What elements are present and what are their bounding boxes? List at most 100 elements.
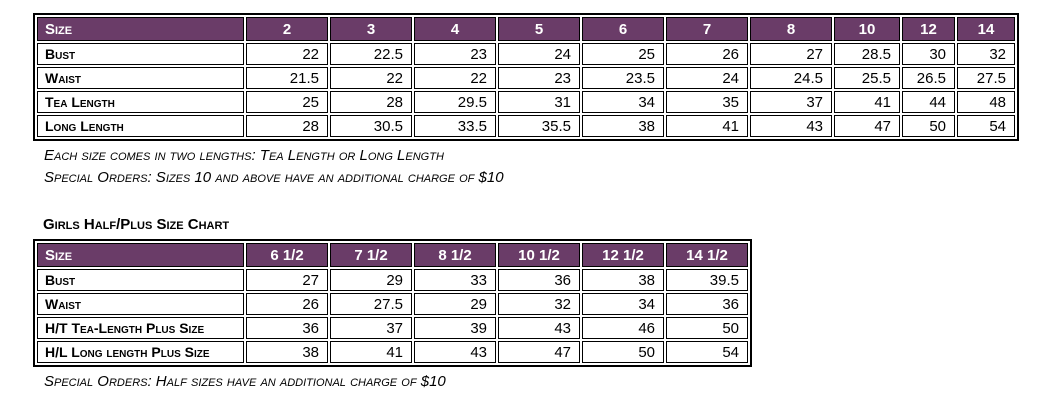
measurement-value: 22	[246, 43, 328, 65]
measurement-value: 38	[246, 341, 328, 363]
row-label: Long Length	[37, 115, 244, 137]
measurement-value: 54	[957, 115, 1015, 137]
measurement-value: 36	[666, 293, 748, 315]
size-chart-page: Size 2 3 4 5 6 7 8 10 12 14 Bust 22 22.5 23 24 25 26 27 28…	[33, 13, 1052, 393]
measurement-value: 32	[957, 43, 1015, 65]
table-row: Long Length 28 30.5 33.5 35.5 38 41 43 47 50 54	[37, 115, 1015, 137]
measurement-value: 30.5	[330, 115, 412, 137]
table-row: H/L Long length Plus Size 38 41 43 47 50 54	[37, 341, 748, 363]
measurement-value: 25	[246, 91, 328, 113]
table-row: Waist 21.5 22 22 23 23.5 24 24.5 25.5 26.5 27.5	[37, 67, 1015, 89]
measurement-value: 37	[750, 91, 832, 113]
girls-half-plus-size-table-header-row: Size 6 1/2 7 1/2 8 1/2 10 1/2 12 1/2 14 1/2	[37, 243, 748, 267]
measurement-value: 23	[498, 67, 580, 89]
measurement-value: 23	[414, 43, 496, 65]
size-column-header: 10 1/2	[498, 243, 580, 267]
size-column-header: 6	[582, 17, 664, 41]
row-label: Bust	[37, 269, 244, 291]
measurement-value: 33	[414, 269, 496, 291]
size-column-header: 14	[957, 17, 1015, 41]
measurement-value: 27.5	[330, 293, 412, 315]
row-label: Waist	[37, 67, 244, 89]
measurement-value: 35	[666, 91, 748, 113]
size-column-header: 3	[330, 17, 412, 41]
measurement-value: 25.5	[834, 67, 900, 89]
measurement-value: 54	[666, 341, 748, 363]
note-special-orders-half-sizes: Special Orders: Half sizes have an addit…	[44, 373, 446, 390]
measurement-value: 26	[246, 293, 328, 315]
row-label: Tea Length	[37, 91, 244, 113]
measurement-value: 41	[330, 341, 412, 363]
table-row: Tea Length 25 28 29.5 31 34 35 37 41 44 48	[37, 91, 1015, 113]
measurement-value: 22	[414, 67, 496, 89]
measurement-value: 28	[330, 91, 412, 113]
measurement-value: 34	[582, 91, 664, 113]
size-column-header: 8 1/2	[414, 243, 496, 267]
measurement-value: 47	[834, 115, 900, 137]
row-label: H/T Tea-Length Plus Size	[37, 317, 244, 339]
measurement-value: 46	[582, 317, 664, 339]
table-row: Bust 22 22.5 23 24 25 26 27 28.5 30 32	[37, 43, 1015, 65]
measurement-value: 50	[666, 317, 748, 339]
measurement-value: 38	[582, 269, 664, 291]
girls-size-table: Size 2 3 4 5 6 7 8 10 12 14 Bust 22 22.5 23 24 25 26 27 28…	[33, 13, 1019, 141]
measurement-value: 24	[498, 43, 580, 65]
measurement-value: 34	[582, 293, 664, 315]
size-column-header: 7	[666, 17, 748, 41]
measurement-value: 28	[246, 115, 328, 137]
measurement-value: 23.5	[582, 67, 664, 89]
measurement-value: 31	[498, 91, 580, 113]
measurement-value: 29.5	[414, 91, 496, 113]
measurement-value: 43	[414, 341, 496, 363]
row-label: Bust	[37, 43, 244, 65]
measurement-value: 37	[330, 317, 412, 339]
measurement-value: 21.5	[246, 67, 328, 89]
measurement-value: 39.5	[666, 269, 748, 291]
girls-size-table-body: Bust 22 22.5 23 24 25 26 27 28.5 30 32 Waist 21.5 22 2…	[37, 43, 1015, 137]
measurement-value: 22.5	[330, 43, 412, 65]
measurement-value: 50	[582, 341, 664, 363]
measurement-value: 41	[834, 91, 900, 113]
measurement-value: 50	[902, 115, 955, 137]
size-column-header: 6 1/2	[246, 243, 328, 267]
size-column-header: 2	[246, 17, 328, 41]
measurement-value: 39	[414, 317, 496, 339]
measurement-value: 43	[498, 317, 580, 339]
measurement-value: 29	[414, 293, 496, 315]
measurement-value: 43	[750, 115, 832, 137]
table-row: Waist 26 27.5 29 32 34 36	[37, 293, 748, 315]
half-plus-size-table-notes: Special Orders: Half sizes have an addit…	[44, 371, 1052, 393]
measurement-value: 22	[330, 67, 412, 89]
table-row: H/T Tea-Length Plus Size 36 37 39 43 46 50	[37, 317, 748, 339]
size-column-header: 4	[414, 17, 496, 41]
girls-half-plus-size-table-body: Bust 27 29 33 36 38 39.5 Waist 26 27.5 29 32 34 36 H/T…	[37, 269, 748, 363]
measurement-value: 36	[246, 317, 328, 339]
measurement-value: 29	[330, 269, 412, 291]
size-row-header: Size	[37, 243, 244, 267]
measurement-value: 32	[498, 293, 580, 315]
measurement-value: 44	[902, 91, 955, 113]
measurement-value: 26	[666, 43, 748, 65]
row-label: H/L Long length Plus Size	[37, 341, 244, 363]
measurement-value: 27	[750, 43, 832, 65]
measurement-value: 35.5	[498, 115, 580, 137]
measurement-value: 36	[498, 269, 580, 291]
measurement-value: 24	[666, 67, 748, 89]
measurement-value: 27.5	[957, 67, 1015, 89]
girls-size-table-notes: Each size comes in two lengths: Tea Leng…	[44, 145, 1052, 189]
measurement-value: 38	[582, 115, 664, 137]
measurement-value: 30	[902, 43, 955, 65]
girls-size-table-header-row: Size 2 3 4 5 6 7 8 10 12 14	[37, 17, 1015, 41]
size-row-header: Size	[37, 17, 244, 41]
size-column-header: 12	[902, 17, 955, 41]
measurement-value: 41	[666, 115, 748, 137]
measurement-value: 28.5	[834, 43, 900, 65]
measurement-value: 47	[498, 341, 580, 363]
size-column-header: 5	[498, 17, 580, 41]
size-column-header: 10	[834, 17, 900, 41]
size-column-header: 12 1/2	[582, 243, 664, 267]
girls-half-plus-size-table: Size 6 1/2 7 1/2 8 1/2 10 1/2 12 1/2 14 1/2 Bu…	[33, 239, 752, 367]
size-column-header: 14 1/2	[666, 243, 748, 267]
half-plus-size-chart-title: Girls Half/Plus Size Chart	[43, 216, 230, 233]
measurement-value: 24.5	[750, 67, 832, 89]
